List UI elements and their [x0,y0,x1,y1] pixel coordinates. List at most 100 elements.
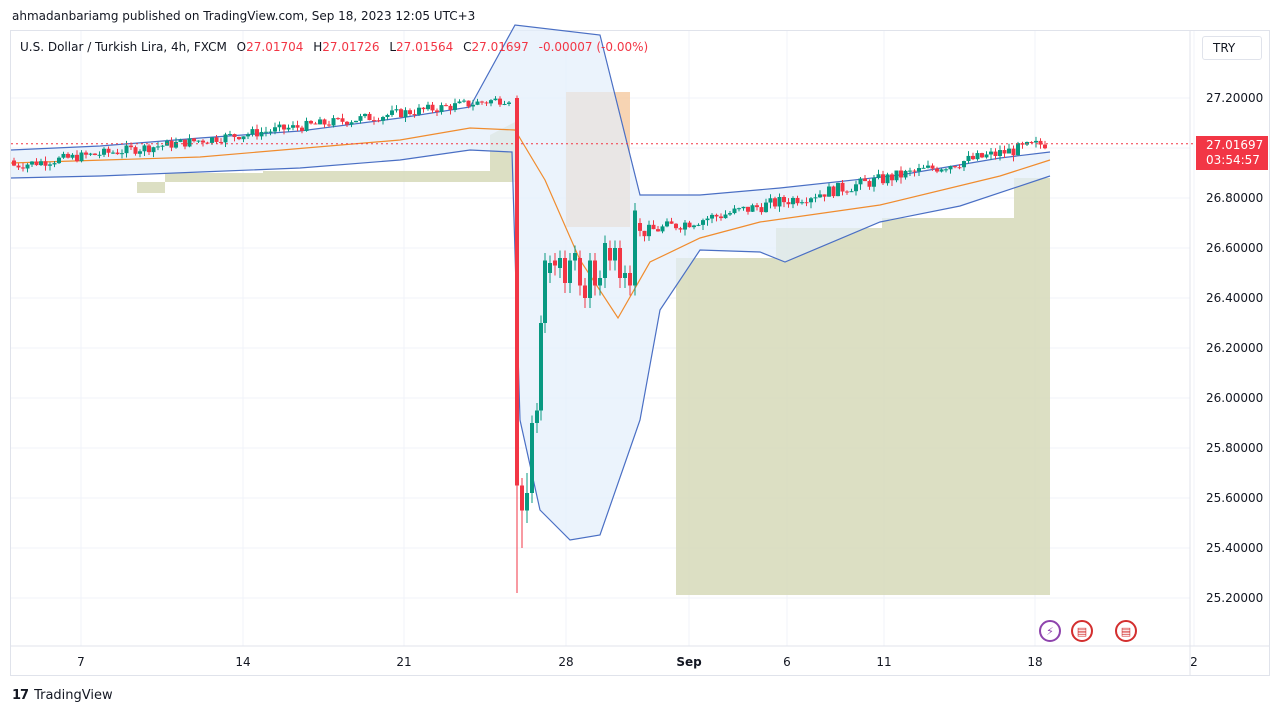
candle-body [687,222,692,228]
open-value: 27.01704 [246,40,304,54]
candle-body [412,114,417,116]
candle-body [124,145,129,154]
publish-info: ahmadanbariamg published on TradingView.… [12,9,476,23]
candle-body [367,113,372,121]
candle-body [88,153,93,155]
candle-body [578,258,582,286]
candle-body [800,202,804,204]
candle-body [111,152,115,154]
candle-body [750,205,755,212]
candle-body [845,191,849,193]
candle-body [232,134,237,138]
candle-body [683,222,687,230]
candle-body [48,164,52,166]
candle-body [795,197,800,204]
candle-body [836,182,840,197]
candle-body [466,100,471,107]
candle-body [174,141,178,148]
candle-body [930,165,935,169]
candle-body [926,165,930,168]
candle-body [201,140,205,143]
candle-body [863,178,867,182]
candle-body [430,104,435,111]
candle-body [822,194,827,197]
y-tick-label: 25.60000 [1206,491,1263,505]
candle-body [70,154,75,158]
candle-body [183,139,187,147]
candle-body [322,119,327,125]
candle-body [214,137,219,142]
candle-body [390,110,394,115]
economic-event-icon[interactable] [1071,620,1093,642]
open-label: O [236,40,247,54]
candle-body [457,101,462,104]
candle-body [295,125,300,128]
candle-body [939,169,944,172]
candle-body [475,101,480,105]
candle-body [791,197,795,205]
candle-body [439,105,444,112]
candle-body [660,226,665,232]
candle-body [43,161,48,166]
currency-button[interactable]: TRY [1202,36,1262,60]
candle-body [530,423,534,493]
candle-body [818,194,822,198]
candle-body [480,101,484,103]
event-glyph: ⚡ [1046,625,1054,638]
candle-body [539,323,543,411]
candle-body [535,410,539,423]
candle-body [719,216,723,219]
candle-body [993,151,998,157]
candle-body [737,208,741,210]
candle-body [264,131,268,133]
economic-event-icon[interactable] [1115,620,1137,642]
economic-event-icon[interactable] [1039,620,1061,642]
candle-body [331,118,336,126]
candle-body [827,186,831,197]
candle-body [732,208,737,214]
candle-body [39,161,43,166]
x-tick-label: 14 [235,655,250,669]
x-tick-label: 6 [783,655,791,669]
y-tick-label: 27.20000 [1206,91,1263,105]
candle-body [777,197,782,207]
candle-body [57,157,61,164]
candle-body [394,109,399,111]
tradingview-logo[interactable]: 17 TradingView [12,688,113,703]
candle-body [548,263,552,273]
candle-body [250,129,255,135]
candle-body [1011,148,1016,156]
candle-body [710,214,714,219]
candle-body [633,210,637,286]
chart-frame[interactable] [10,30,1270,676]
candle-body [30,161,34,165]
candle-body [642,230,647,237]
candle-body [872,177,876,187]
candle-body [656,229,660,232]
candle-body [426,104,430,110]
candle-body [120,153,124,155]
candle-body [385,114,390,118]
candle-body [971,155,975,160]
candle-body [345,121,349,125]
candle-body [493,98,498,101]
candle-body [507,102,511,104]
candle-body [858,178,863,185]
candle-body [768,198,773,203]
candle-body [669,221,674,224]
candle-body [705,218,710,221]
candle-body [354,120,358,123]
x-tick-label: 11 [876,655,891,669]
candle-body [34,161,39,166]
tradingview-brand: TradingView [34,688,113,703]
candle-body [93,153,97,156]
candle-body [205,142,210,144]
candle-body [885,174,890,184]
candle-body [944,169,948,171]
candle-body [210,137,214,143]
y-tick-label: 25.40000 [1206,541,1263,555]
candle-body [618,248,622,278]
candle-body [160,145,165,147]
candle-body [61,153,66,158]
